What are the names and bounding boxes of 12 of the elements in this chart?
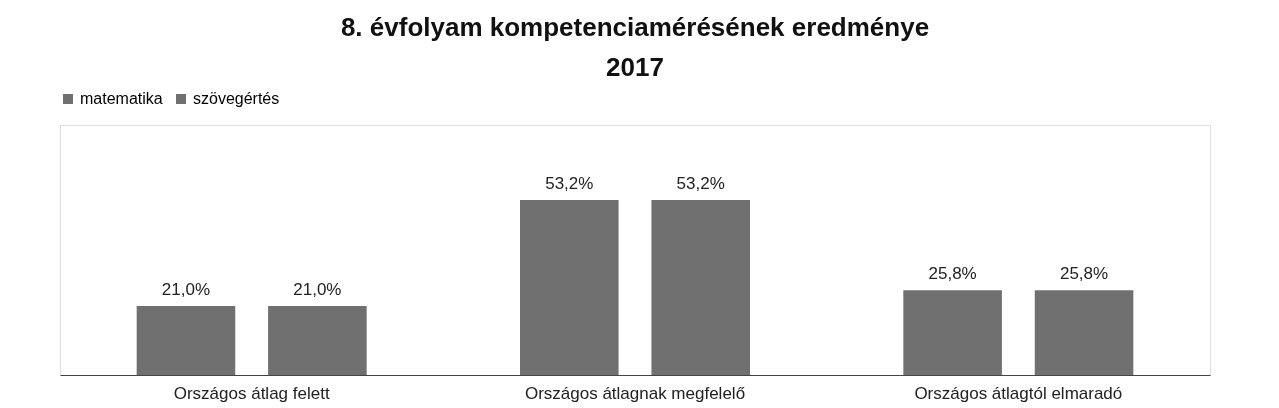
data-label: 25,8% xyxy=(1059,264,1109,284)
x-tick-label: Országos átlagtól elmaradó xyxy=(914,383,1123,403)
data-label: 21,0% xyxy=(293,279,342,299)
x-tick-label: Országos átlag felett xyxy=(173,383,330,403)
legend-label: szövegértés xyxy=(193,90,280,107)
data-label: 21,0% xyxy=(161,279,211,299)
x-tick-label: Országos átlagnak megfelelő xyxy=(524,383,746,403)
legend-label: matematika xyxy=(80,90,163,107)
data-label: 25,8% xyxy=(928,264,977,284)
data-label: 53,2% xyxy=(676,174,725,193)
data-label: 53,2% xyxy=(545,174,594,193)
chart-title: 8. évfolyam kompetenciamérésének eredménye 2017 xyxy=(340,12,930,82)
